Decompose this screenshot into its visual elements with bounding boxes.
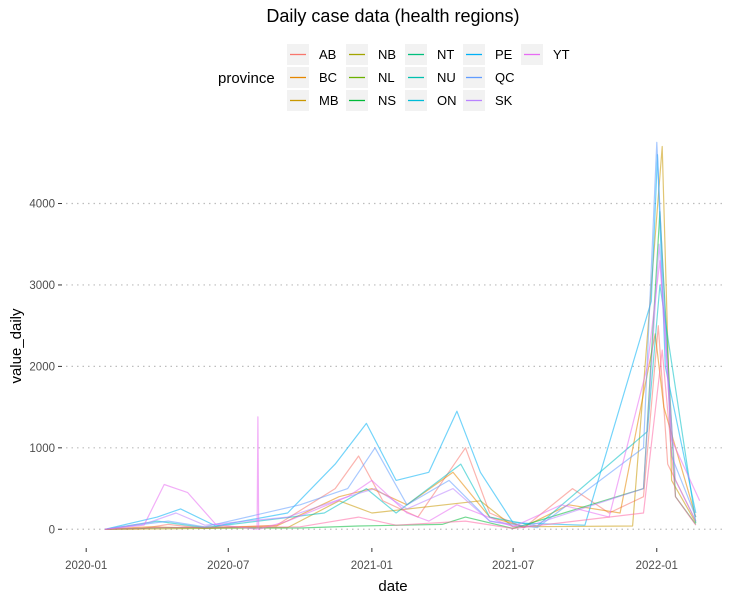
legend-item-qc: QC (463, 67, 515, 88)
legend-label: YT (553, 47, 570, 62)
series-group (104, 141, 701, 530)
series-line-6 (104, 141, 697, 530)
y-tick-label: 2000 (29, 361, 55, 373)
gridlines (66, 202, 722, 530)
legend-label: NB (378, 47, 396, 62)
y-axis: 0 1000 2000 3000 4000 (29, 199, 62, 536)
legend-label: ON (437, 93, 457, 108)
legend-label: QC (495, 70, 515, 85)
series-line-5 (104, 154, 697, 530)
legend-label: NL (378, 70, 395, 85)
legend: AB BC MB NB NL NS NT NU ON PE QC SK YT (287, 44, 570, 111)
y-tick-label: 3000 (29, 280, 55, 292)
x-tick-label: 2021-07 (492, 560, 534, 572)
x-axis: 2020-01 2020-07 2021-01 2021-07 2022-01 (65, 548, 678, 572)
x-tick-label: 2021-01 (351, 560, 393, 572)
chart-title: Daily case data (health regions) (266, 6, 519, 26)
legend-label: AB (319, 47, 336, 62)
legend-item-yt: YT (521, 44, 570, 65)
y-tick-label: 4000 (29, 199, 55, 211)
legend-label: MB (319, 93, 339, 108)
legend-label: NT (437, 47, 454, 62)
x-tick-label: 2020-07 (207, 560, 249, 572)
series-line-9 (104, 349, 697, 530)
legend-item-nb: NB (346, 44, 396, 65)
legend-title: province (218, 70, 275, 87)
legend-item-mb: MB (287, 90, 339, 111)
series-line-7 (104, 243, 697, 530)
legend-label: SK (495, 93, 513, 108)
legend-item-on: ON (405, 90, 457, 111)
legend-label: BC (319, 70, 337, 85)
series-line-3 (104, 211, 697, 530)
legend-item-nl: NL (346, 67, 395, 88)
legend-item-ns: NS (346, 90, 396, 111)
legend-label: NU (437, 70, 456, 85)
legend-item-nt: NT (405, 44, 454, 65)
x-tick-label: 2020-01 (65, 560, 107, 572)
legend-label: NS (378, 93, 396, 108)
x-axis-title: date (378, 578, 407, 595)
legend-item-ab: AB (287, 44, 336, 65)
x-tick-label: 2022-01 (636, 560, 678, 572)
series-line-4 (104, 284, 697, 530)
y-tick-label: 0 (49, 524, 55, 536)
legend-item-pe: PE (463, 44, 513, 65)
y-tick-label: 1000 (29, 443, 55, 455)
legend-label: PE (495, 47, 513, 62)
y-axis-title: value_daily (8, 308, 25, 384)
legend-item-bc: BC (287, 67, 337, 88)
legend-item-sk: SK (463, 90, 513, 111)
series-line-8 (104, 259, 701, 530)
legend-item-nu: NU (405, 67, 456, 88)
